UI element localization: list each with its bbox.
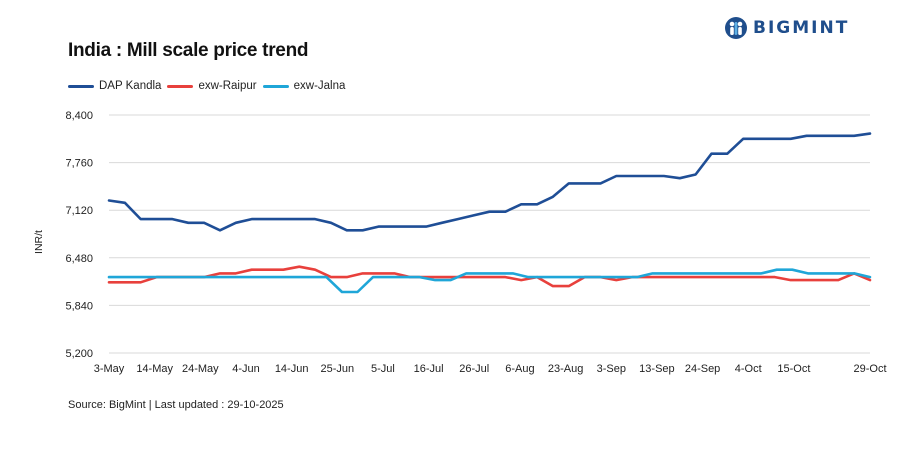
x-tick-label: 29-Oct: [853, 363, 886, 375]
series-line-exw-jalna: [107, 268, 872, 294]
x-tick-label: 3-Sep: [597, 363, 626, 375]
x-tick-label: 5-Jul: [371, 363, 395, 375]
bigmint-logo: BIGMINT: [724, 14, 849, 42]
legend-swatch-exw-jalna: [262, 84, 289, 88]
x-tick-label: 24-Sep: [685, 363, 720, 375]
chart-title: India : Mill scale price trend: [68, 40, 309, 61]
x-axis-ticks: 3-May 14-May 24-May 4-Jun 14-Jun 25-Jun 5-Jul 1…: [94, 363, 887, 375]
y-tick-label: 5,840: [65, 300, 93, 312]
series-line-dap-kandla: [107, 132, 872, 232]
legend-item-exw-raipur: exw-Raipur: [167, 80, 257, 92]
chart-series: [107, 132, 872, 294]
legend-label-dap-kandla: DAP Kandla: [99, 80, 162, 92]
series-line-exw-raipur: [107, 265, 872, 288]
x-tick-label: 16-Jul: [414, 363, 444, 375]
legend-item-dap-kandla: DAP Kandla: [68, 80, 161, 92]
y-tick-label: 7,120: [65, 205, 93, 217]
x-tick-label: 6-Aug: [505, 363, 534, 375]
x-tick-label: 14-Jun: [275, 363, 309, 375]
x-tick-label: 25-Jun: [320, 363, 354, 375]
chart-legend: DAP Kandla exw-Raipur exw-Jalna: [68, 80, 351, 92]
x-tick-label: 26-Jul: [459, 363, 489, 375]
legend-swatch-dap-kandla: [68, 84, 94, 88]
bigmint-logo-text: BIGMINT: [753, 18, 850, 38]
x-tick-label: 24-May: [182, 363, 219, 375]
legend-item-exw-jalna: exw-Jalna: [262, 80, 346, 92]
legend-label-exw-jalna: exw-Jalna: [293, 80, 346, 92]
chart-gridlines: [109, 114, 870, 354]
y-tick-label: 5,200: [65, 348, 93, 360]
x-tick-label: 15-Oct: [777, 363, 810, 375]
y-tick-label: 6,480: [65, 253, 93, 265]
y-tick-label: 7,760: [65, 158, 93, 170]
bigmint-logo-icon: [725, 17, 747, 39]
x-tick-label: 14-May: [136, 363, 173, 375]
x-tick-label: 4-Oct: [735, 363, 762, 375]
y-tick-label: 8,400: [65, 110, 93, 122]
legend-swatch-exw-raipur: [167, 84, 194, 88]
y-axis-ticks: 5,200 5,840 6,480 7,120 7,760 8,400: [65, 110, 93, 360]
legend-label-exw-raipur: exw-Raipur: [198, 80, 257, 92]
source-note: Source: BigMint | Last updated : 29-10-2…: [68, 399, 284, 411]
x-tick-label: 4-Jun: [232, 363, 260, 375]
x-tick-label: 13-Sep: [639, 363, 674, 375]
x-tick-label: 23-Aug: [548, 363, 583, 375]
x-tick-label: 3-May: [94, 363, 125, 375]
